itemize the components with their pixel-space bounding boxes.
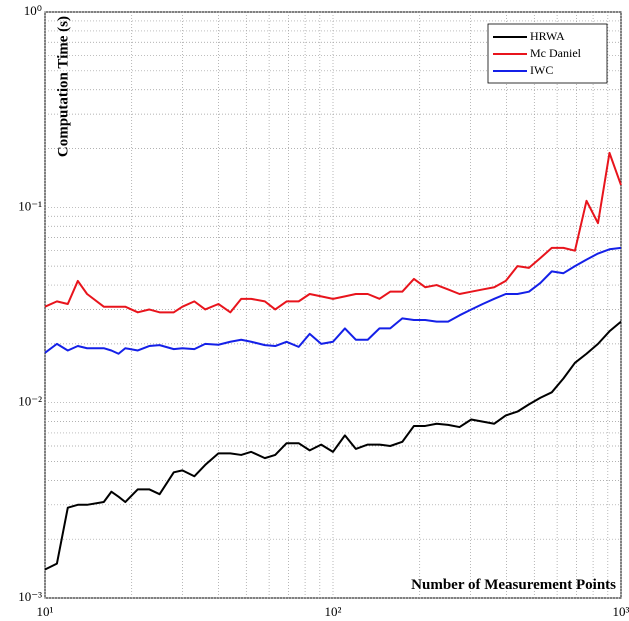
x-tick-label: 10² — [325, 604, 342, 619]
ticks: 10¹ 10² 10³ 10⁻³ 10⁻² 10⁻¹ 10⁰ — [18, 3, 629, 619]
y-axis-label: Computation Time (s) — [55, 16, 71, 157]
legend: HRWA Mc Daniel IWC — [487, 23, 608, 84]
legend-box — [487, 23, 608, 84]
x-tick-label: 10³ — [613, 604, 629, 619]
grid — [44, 11, 622, 599]
lines — [44, 151, 622, 571]
series-line — [44, 151, 622, 314]
legend-label: HRWA — [530, 29, 565, 43]
legend-label: IWC — [530, 63, 553, 77]
y-tick-label: 10⁻¹ — [18, 198, 42, 213]
x-axis-label: Number of Measurement Points — [411, 577, 616, 593]
series-line — [44, 320, 622, 571]
x-tick-label: 10¹ — [37, 604, 54, 619]
legend-label: Mc Daniel — [530, 46, 582, 60]
y-tick-label: 10⁻³ — [18, 589, 42, 604]
plot-area — [44, 11, 622, 599]
y-tick-label: 10⁰ — [24, 3, 42, 18]
y-tick-label: 10⁻² — [18, 394, 42, 409]
series-line — [44, 246, 622, 355]
